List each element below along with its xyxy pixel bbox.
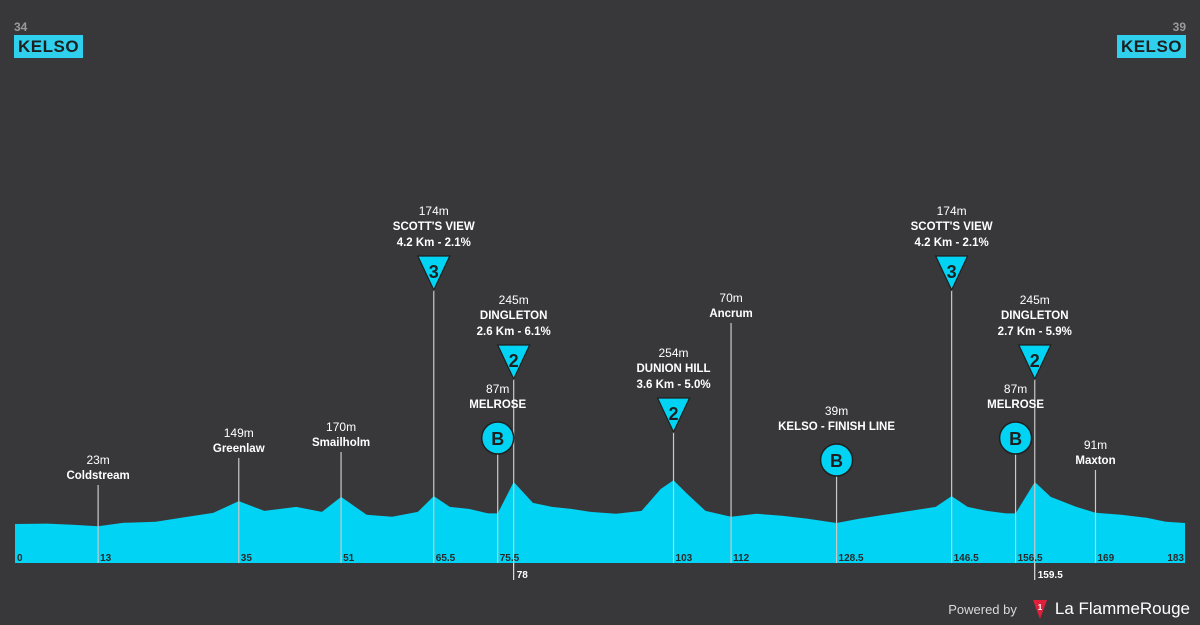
point-altitude: 149m [224, 426, 254, 440]
point-labels-group: 23m Coldstream 149m Greenlaw 170m Smailholm 3 1… [66, 204, 1115, 482]
km-tick-label-156.5: 156.5 [1018, 553, 1043, 564]
point-altitude: 245m [1020, 293, 1050, 307]
point-altitude: 87m [1004, 382, 1027, 396]
point-name: Coldstream [66, 470, 129, 482]
climb-category: 3 [947, 262, 957, 282]
climb-category: 2 [669, 404, 679, 424]
climb-detail: 2.6 Km - 6.1% [477, 326, 551, 338]
point-name: MELROSE [469, 399, 526, 411]
bonus-sprint-icon [480, 421, 515, 455]
bonus-badge: B [830, 451, 843, 471]
point-altitude: 23m [86, 453, 109, 467]
point-name: Ancrum [709, 308, 752, 320]
km-tick-label-159.5: 159.5 [1038, 570, 1063, 581]
bonus-sprint-icon [819, 443, 854, 477]
km-tick-label-51: 51 [343, 553, 355, 564]
climb-category: 3 [429, 262, 439, 282]
flamme-rouge-logo-icon: 1 [1032, 600, 1047, 619]
climb-cat-3-icon [416, 255, 451, 292]
climb-detail: 4.2 Km - 2.1% [397, 237, 471, 249]
start-info: 34 KELSO [14, 20, 84, 58]
km-tick-label-169: 169 [1097, 553, 1114, 564]
km-tick-label-128.5: 128.5 [839, 553, 864, 564]
point-name: Greenlaw [213, 443, 265, 455]
climb-cat-2-icon [656, 397, 691, 434]
point-name: DINGLETON [480, 310, 548, 322]
point-altitude: 87m [486, 382, 509, 396]
start-town: KELSO [14, 35, 84, 58]
km-tick-label-0: 0 [17, 553, 23, 564]
point-altitude: 174m [937, 204, 967, 218]
point-name: KELSO - FINISH LINE [778, 421, 895, 433]
bonus-badge: B [1009, 429, 1022, 449]
km-ticks-group: 0 13 35 51 65.5 75.5 78 103 112 128.5 146.5 156.5 15… [17, 553, 1184, 581]
point-name: Maxton [1075, 455, 1115, 467]
point-altitude: 39m [825, 404, 848, 418]
km-tick-label-78: 78 [517, 570, 529, 581]
climb-detail: 2.7 Km - 5.9% [998, 326, 1072, 338]
powered-by-text: Powered by [948, 601, 1017, 617]
start-altitude: 34 [14, 20, 28, 34]
point-altitude: 91m [1084, 438, 1107, 452]
finish-info: 39 KELSO [1116, 20, 1186, 58]
point-name: DUNION HILL [636, 363, 710, 375]
point-altitude: 245m [499, 293, 529, 307]
km-tick-label-112: 112 [733, 553, 750, 564]
powered-by-footer: Powered by 1 La FlammeRouge [948, 598, 1190, 620]
climb-detail: 4.2 Km - 2.1% [915, 237, 989, 249]
climb-cat-2-icon [1017, 344, 1052, 381]
brand-name: La FlammeRouge [1054, 599, 1190, 618]
climb-category: 2 [509, 351, 519, 371]
point-name: SCOTT'S VIEW [911, 221, 993, 233]
climb-category: 2 [1030, 351, 1040, 371]
point-altitude: 254m [659, 346, 689, 360]
point-name: MELROSE [987, 399, 1044, 411]
km-tick-label-65.5: 65.5 [436, 553, 456, 564]
km-tick-label-35: 35 [241, 553, 253, 564]
climb-cat-2-icon [496, 344, 531, 381]
bonus-badge: B [491, 429, 504, 449]
point-name: Smailholm [312, 437, 370, 449]
finish-altitude: 39 [1172, 20, 1186, 34]
point-name: DINGLETON [1001, 310, 1069, 322]
point-name: SCOTT'S VIEW [393, 221, 475, 233]
finish-town: KELSO [1116, 35, 1186, 58]
bonus-sprint-icon [998, 421, 1033, 455]
km-tick-label-146.5: 146.5 [954, 553, 979, 564]
elevation-area-group [15, 480, 1185, 563]
point-altitude: 170m [326, 420, 356, 434]
elevation-area [15, 480, 1185, 563]
climb-cat-3-icon [934, 255, 969, 292]
km-tick-label-183: 183 [1167, 553, 1184, 564]
km-tick-label-103: 103 [676, 553, 693, 564]
km-tick-label-13: 13 [100, 553, 112, 564]
km-tick-label-75.5: 75.5 [500, 553, 520, 564]
point-altitude: 174m [419, 204, 449, 218]
climb-detail: 3.6 Km - 5.0% [636, 379, 710, 391]
logo-text: 1 [1038, 603, 1043, 612]
marker-lines-group [97, 276, 1097, 563]
point-altitude: 70m [719, 291, 742, 305]
